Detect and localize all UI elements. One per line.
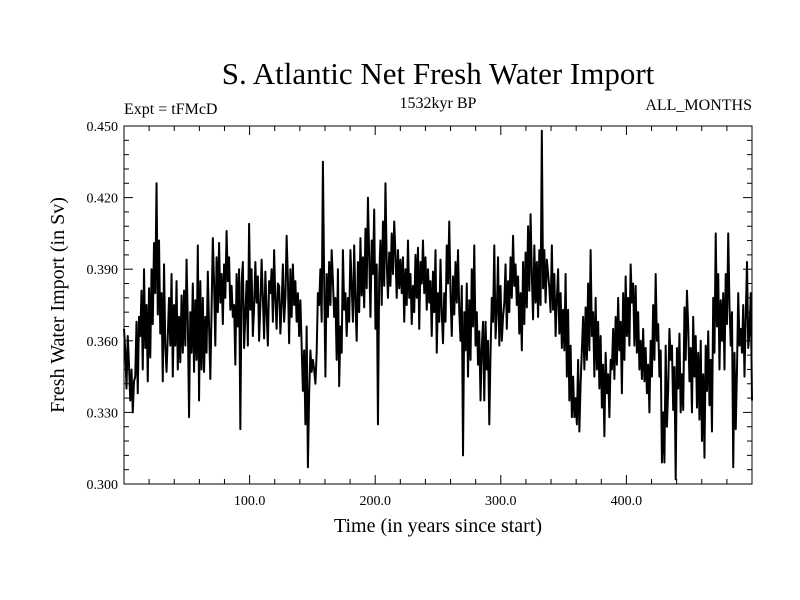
x-tick-label: 300.0 xyxy=(485,494,517,509)
y-tick-label: 0.450 xyxy=(87,120,119,135)
x-tick-label: 400.0 xyxy=(611,494,643,509)
y-axis-ticks xyxy=(124,139,752,471)
x-tick-label: 100.0 xyxy=(234,494,266,509)
y-axis-label: Fresh Water Import (in Sv) xyxy=(47,197,69,413)
x-tick-label: 200.0 xyxy=(359,494,391,509)
plot-frame xyxy=(123,125,753,485)
y-tick-label: 0.300 xyxy=(87,478,119,493)
period-label: 1532kyr BP xyxy=(400,95,477,112)
x-axis-tick-labels: 100.0 200.0 300.0 400.0 xyxy=(234,494,642,509)
y-axis-tick-labels: 0.300 0.330 0.360 0.390 0.420 0.450 xyxy=(87,120,119,493)
chart-title: S. Atlantic Net Fresh Water Import xyxy=(222,56,655,91)
y-tick-label: 0.420 xyxy=(87,192,119,207)
x-axis-label: Time (in years since start) xyxy=(334,515,542,537)
x-axis-ticks xyxy=(148,126,728,484)
series-line-fresh-water-import xyxy=(123,129,753,481)
y-tick-label: 0.390 xyxy=(87,263,119,278)
y-tick-label: 0.360 xyxy=(87,335,119,350)
months-label: ALL_MONTHS xyxy=(645,97,752,114)
plot-area: 100.0 200.0 300.0 400.0 0.300 0.330 0.360 0.39… xyxy=(87,120,753,509)
experiment-label: Expt = tFMcD xyxy=(124,101,217,118)
y-tick-label: 0.330 xyxy=(87,406,119,421)
